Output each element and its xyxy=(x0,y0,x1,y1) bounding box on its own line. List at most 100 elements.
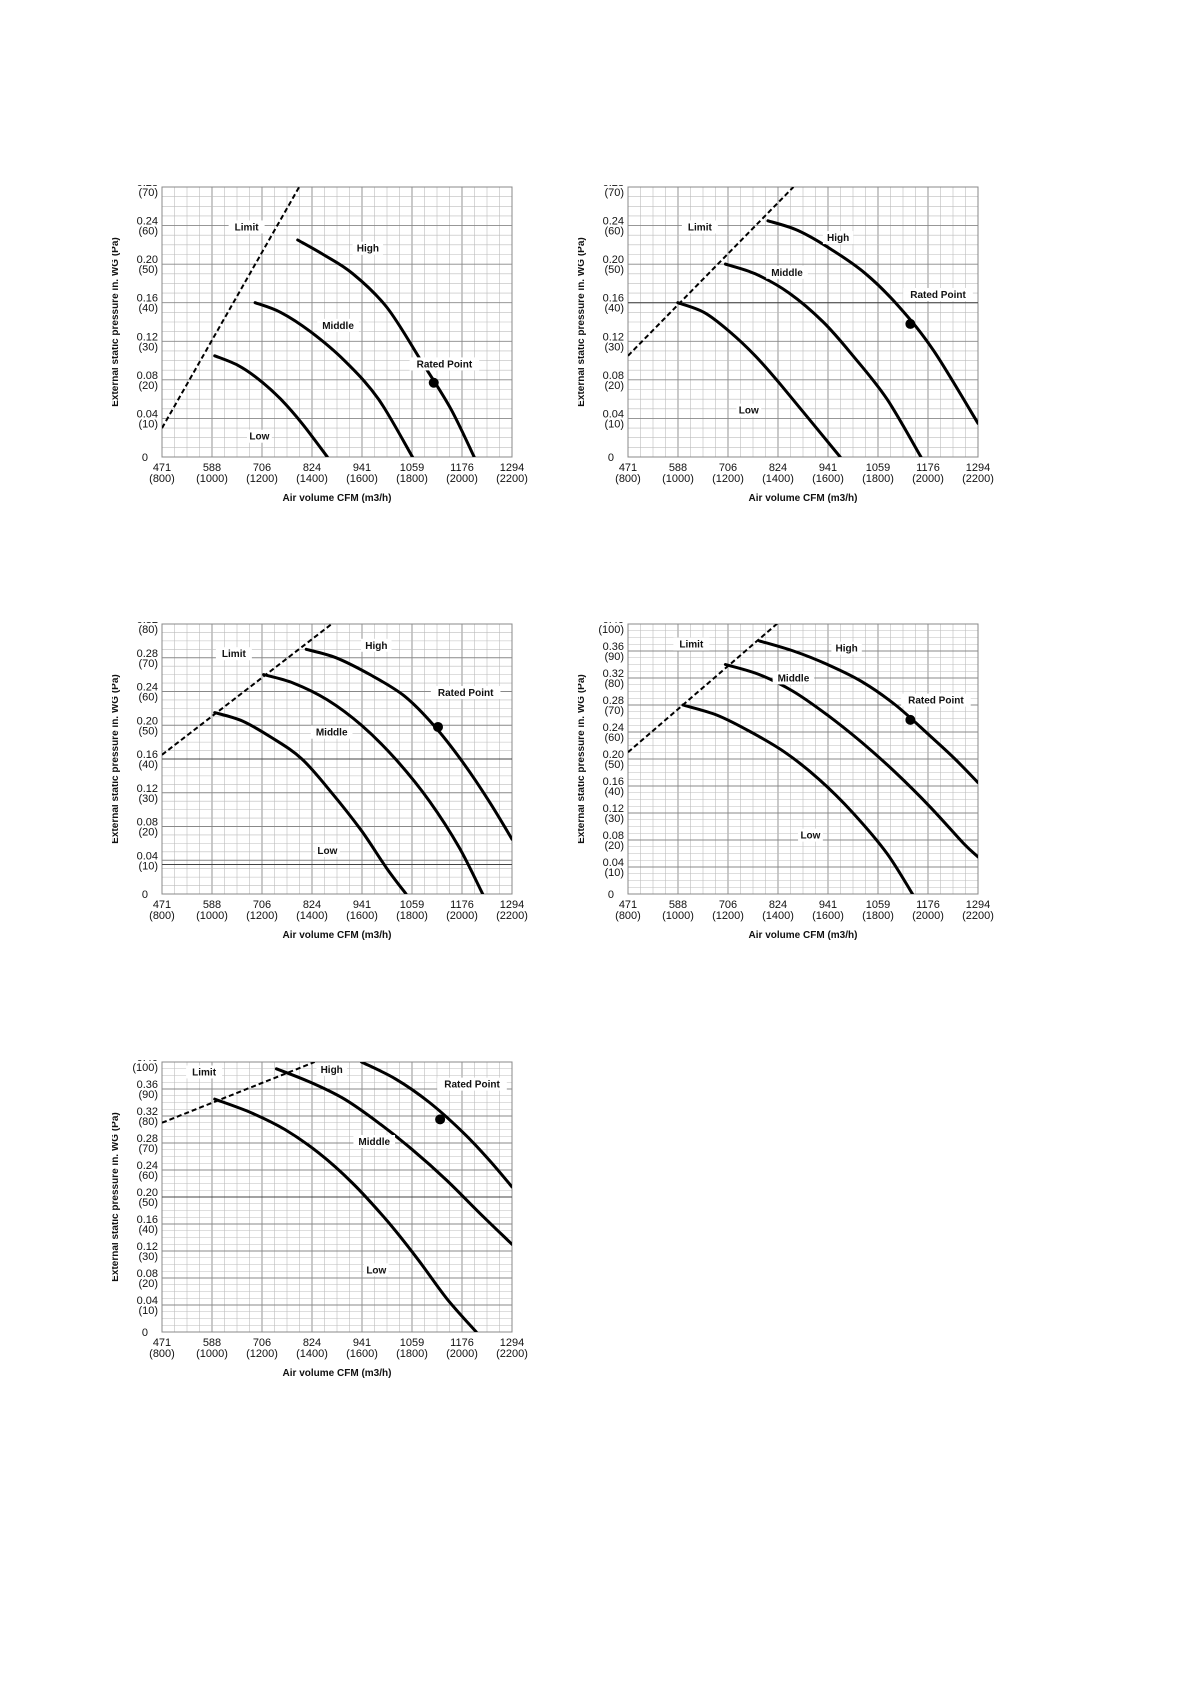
chart-2-series-limit-line xyxy=(628,187,795,357)
chart-1-y-tick-sublabel: (70) xyxy=(138,187,158,199)
chart-2-label-low: Low xyxy=(739,406,759,417)
chart-2-x-tick-sublabel: (1600) xyxy=(812,473,844,485)
chart-2-x-tick-sublabel: (800) xyxy=(615,473,641,485)
chart-2-x-tick-label: 941 xyxy=(819,462,837,474)
chart-3-label-rated-point-bg xyxy=(430,686,501,700)
chart-2-y-tick-label: 0.24 xyxy=(603,216,624,228)
chart-5-y-tick-sublabel: (30) xyxy=(138,1251,158,1263)
chart-4-y-tick-sublabel: (70) xyxy=(604,705,624,717)
chart-5-series-low-curve xyxy=(213,1097,478,1332)
chart-4-label-rated-point-bg xyxy=(901,693,971,707)
chart-1-svg: Limit High Middle Rated Point Low 0 0.04(10) 0.… xyxy=(112,185,528,504)
chart-4-y-tick-sublabel: (100) xyxy=(598,624,624,636)
chart-2-x-tick-label: 1294 xyxy=(966,462,990,474)
chart-2-y-tick-label: 0.12 xyxy=(603,331,624,343)
chart-4-y-tick-label: 0.28 xyxy=(603,695,624,707)
chart-1-label-rated-point-bg xyxy=(409,357,480,371)
chart-4-y-tick-sublabel: (40) xyxy=(604,786,624,798)
chart-2-series-middle-curve xyxy=(723,262,923,457)
chart-1-x-tick-label: 706 xyxy=(253,462,271,474)
chart-5-y-tick-sublabel: (80) xyxy=(138,1116,158,1128)
chart-5-y-tick-sublabel: (10) xyxy=(138,1305,158,1317)
chart-5-x-tick-sublabel: (2000) xyxy=(446,1348,478,1360)
chart-3-rated-point-marker xyxy=(433,721,444,732)
chart-5-y-tick-label: 0.28 xyxy=(137,1133,158,1145)
chart-5-x-tick-sublabel: (1400) xyxy=(296,1348,328,1360)
chart-5-y-tick-label: 0.40 xyxy=(137,1060,158,1064)
chart-3-x-tick-label: 706 xyxy=(253,899,271,911)
chart-1-y-tick-sublabel: (40) xyxy=(138,303,158,315)
chart-5-y-tick-sublabel: (20) xyxy=(138,1278,158,1290)
chart-2-y-tick-sublabel: (50) xyxy=(604,264,624,276)
chart-4-series-high-curve xyxy=(757,639,978,785)
chart-1-y-tick-label: 0 xyxy=(142,452,148,464)
chart-1-label-rated-point: Rated Point xyxy=(417,359,473,370)
chart-4-label-high-bg xyxy=(831,641,862,655)
chart-2-label-rated-point: Rated Point xyxy=(910,290,966,301)
chart-4-y-tick-label: 0.20 xyxy=(603,749,624,761)
chart-4-series-middle-curve xyxy=(723,663,978,859)
chart-1-grid xyxy=(161,186,513,458)
chart-3-y-tick-label: 0 xyxy=(142,889,148,901)
chart-3-x-tick-label: 824 xyxy=(303,899,321,911)
chart-2-svg: Limit High Middle Rated Point Low 0 0.04(10) 0.… xyxy=(578,185,994,504)
chart-4-svg: Limit High Middle Rated Point Low 0 0.04(10) 0.… xyxy=(578,622,994,941)
chart-5-y-axis-title: External static pressure in. WG (Pa) xyxy=(112,1112,121,1282)
chart-2-x-tick-sublabel: (2000) xyxy=(912,473,944,485)
chart-4-label-middle-bg xyxy=(772,671,815,685)
chart-4-x-tick-label: 941 xyxy=(819,899,837,911)
chart-1-x-tick-sublabel: (1200) xyxy=(246,473,278,485)
chart-5-plot-area xyxy=(162,1062,512,1332)
chart-3-label-low: Low xyxy=(317,846,337,857)
chart-1-x-tick-label: 824 xyxy=(303,462,321,474)
chart-1-y-axis-title: External static pressure in. WG (Pa) xyxy=(112,237,121,407)
chart-3-y-tick-label: 0.16 xyxy=(137,749,158,761)
chart-3-x-tick-label: 941 xyxy=(353,899,371,911)
chart-4-y-tick-label: 0.16 xyxy=(603,776,624,788)
chart-5-label-rated-point: Rated Point xyxy=(444,1080,500,1091)
chart-5-y-tick-label: 0.04 xyxy=(137,1295,158,1307)
chart-2-rated-point-marker xyxy=(905,318,916,329)
chart-4-x-tick-label: 706 xyxy=(719,899,737,911)
chart-5-x-tick-sublabel: (2200) xyxy=(496,1348,528,1360)
chart-2-y-tick-sublabel: (70) xyxy=(604,187,624,199)
chart-3-y-tick-label: 0.28 xyxy=(137,648,158,660)
chart-2-x-tick-label: 1176 xyxy=(916,462,940,474)
chart-4-series-low-curve xyxy=(681,703,914,894)
chart-3-series-low-curve xyxy=(213,711,408,894)
chart-4-y-tick-sublabel: (60) xyxy=(604,732,624,744)
chart-4-y-tick-label: 0 xyxy=(608,889,614,901)
chart-1-y-tick-sublabel: (20) xyxy=(138,380,158,392)
chart-3-x-tick-sublabel: (1000) xyxy=(196,910,228,922)
chart-5-y-tick-sublabel: (100) xyxy=(132,1062,158,1074)
chart-5-x-tick-label: 824 xyxy=(303,1337,321,1349)
chart-3-x-tick-sublabel: (1400) xyxy=(296,910,328,922)
chart-5-label-limit: Limit xyxy=(192,1067,217,1078)
chart-4-y-tick-label: 0.24 xyxy=(603,722,624,734)
fan-curve-chart-4: Limit High Middle Rated Point Low 0 0.04 (10) 0.… xyxy=(578,622,1038,1022)
chart-1-label-limit: Limit xyxy=(235,222,260,233)
chart-4-x-tick-label: 1176 xyxy=(916,899,940,911)
chart-4-y-tick-label: 0.04 xyxy=(603,857,624,869)
chart-3-x-tick-sublabel: (1600) xyxy=(346,910,378,922)
chart-4-y-tick-sublabel: (80) xyxy=(604,678,624,690)
chart-4-y-tick-label: 0.08 xyxy=(603,830,624,842)
chart-3-x-tick-sublabel: (800) xyxy=(149,910,175,922)
chart-5-y-tick-label: 0 xyxy=(142,1327,148,1339)
chart-3-y-tick-sublabel: (70) xyxy=(138,658,158,670)
chart-1-x-axis-title: Air volume CFM (m3/h) xyxy=(283,493,392,504)
chart-4-y-tick-sublabel: (10) xyxy=(604,867,624,879)
chart-1-x-tick-sublabel: (2000) xyxy=(446,473,478,485)
chart-1-plot-frame xyxy=(161,186,513,458)
chart-1-y-tick-label: 0.08 xyxy=(137,370,158,382)
chart-2-y-tick-sublabel: (30) xyxy=(604,341,624,353)
chart-2-label-high-bg xyxy=(822,231,854,245)
chart-2-label-high: High xyxy=(827,233,849,244)
chart-1-x-tick-label: 1294 xyxy=(500,462,524,474)
chart-5-x-tick-label: 941 xyxy=(353,1337,371,1349)
chart-4-x-tick-sublabel: (800) xyxy=(615,910,641,922)
chart-2-x-tick-label: 1059 xyxy=(866,462,890,474)
fan-curve-chart-3: Limit High Rated Point Middle Low 0 0.04 (10) 0.… xyxy=(112,622,572,1022)
chart-4-label-rated-point: Rated Point xyxy=(908,696,964,707)
chart-5-y-tick-sublabel: (70) xyxy=(138,1143,158,1155)
